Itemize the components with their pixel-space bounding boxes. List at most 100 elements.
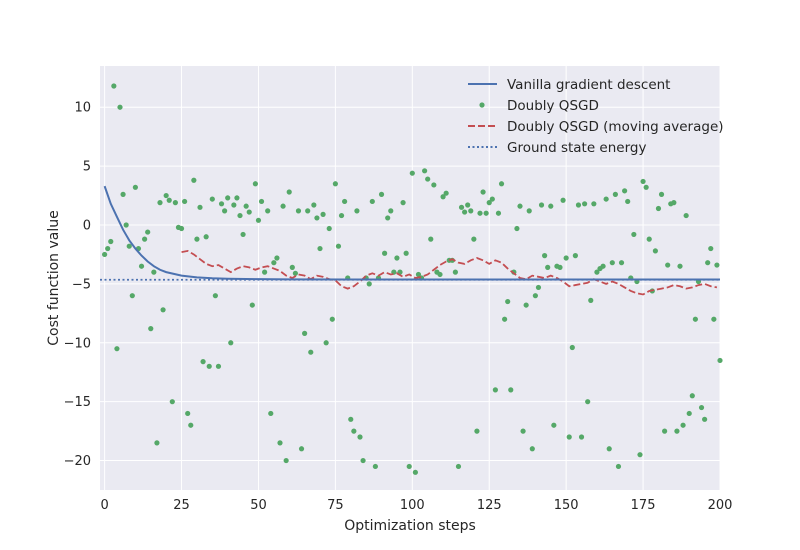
qsgd-point — [283, 457, 289, 464]
qsgd-point — [498, 181, 505, 187]
qsgd-point — [662, 428, 668, 434]
qsgd-point — [440, 194, 446, 200]
legend-item-qsgd: Doubly QSGD — [479, 98, 599, 114]
qsgd-point — [705, 260, 711, 266]
qsgd-point — [425, 176, 431, 182]
qsgd-point — [314, 215, 320, 221]
y-tick-label: 10 — [74, 101, 91, 116]
qsgd-point — [151, 269, 157, 275]
qsgd-point — [102, 251, 108, 258]
qsgd-point — [538, 202, 545, 208]
y-tick-label: 5 — [83, 160, 91, 175]
qsgd-point — [218, 201, 225, 207]
qsgd-point — [412, 469, 418, 475]
qsgd-point — [591, 201, 597, 207]
qsgd-point — [132, 184, 138, 190]
qsgd-point — [394, 255, 400, 261]
qsgd-point — [683, 212, 689, 219]
qsgd-point — [643, 184, 649, 190]
legend-label-moving-average: Doubly QSGD (moving average) — [507, 119, 724, 135]
y-tick-label: −5 — [72, 277, 91, 292]
qsgd-point — [671, 200, 677, 206]
qsgd-point — [154, 440, 160, 446]
qsgd-point — [215, 363, 222, 369]
qsgd-point — [258, 198, 265, 205]
qsgd-point — [378, 191, 385, 197]
qsgd-point — [252, 181, 258, 187]
legend-label-vanilla: Vanilla gradient descent — [507, 77, 670, 93]
qsgd-point — [225, 195, 231, 201]
x-tick-label: 125 — [477, 498, 502, 513]
qsgd-point — [194, 236, 200, 242]
qsgd-point — [477, 210, 483, 216]
qsgd-point — [658, 191, 665, 197]
qsgd-point — [431, 182, 437, 188]
qsgd-point — [471, 236, 477, 242]
qsgd-point — [674, 428, 680, 434]
qsgd-point — [280, 203, 286, 209]
qsgd-point — [172, 200, 178, 206]
qsgd-point — [295, 208, 302, 214]
qsgd-point — [292, 270, 298, 276]
qsgd-point — [335, 243, 342, 249]
x-tick-labels: 0 25 50 75 100 125 150 175 200 — [100, 498, 732, 513]
qsgd-point — [138, 263, 145, 269]
legend-item-ground: Ground state energy — [468, 140, 646, 156]
qsgd-point — [640, 178, 646, 185]
qsgd-point — [532, 293, 538, 299]
qsgd-point — [178, 225, 185, 232]
qsgd-point — [618, 260, 625, 266]
qsgd-point — [495, 210, 502, 216]
qsgd-point — [243, 203, 249, 209]
qsgd-point — [271, 260, 277, 266]
qsgd-point — [717, 357, 723, 364]
qsgd-point — [480, 189, 486, 195]
qsgd-point — [646, 236, 652, 242]
qsgd-point — [191, 177, 197, 183]
legend-item-vanilla: Vanilla gradient descent — [468, 77, 670, 93]
x-tick-label: 50 — [250, 498, 267, 513]
qsgd-point — [489, 196, 495, 202]
qsgd-point — [582, 201, 588, 207]
qsgd-point — [585, 399, 591, 405]
qsgd-point — [329, 316, 335, 322]
qsgd-point — [702, 416, 708, 422]
qsgd-point — [529, 446, 535, 452]
qsgd-point — [486, 200, 492, 206]
legend-item-moving-average: Doubly QSGD (moving average) — [468, 119, 724, 135]
qsgd-point — [652, 248, 658, 254]
qsgd-point — [142, 236, 148, 242]
qsgd-point — [428, 236, 434, 242]
qsgd-point — [458, 204, 465, 210]
qsgd-point — [612, 191, 618, 197]
qsgd-point — [689, 393, 695, 399]
qsgd-point — [409, 170, 415, 176]
qsgd-point — [169, 399, 175, 405]
qsgd-point — [265, 208, 271, 214]
y-tick-label: −10 — [64, 336, 91, 351]
qsgd-point — [246, 209, 252, 215]
qsgd-point — [545, 264, 551, 270]
qsgd-point — [262, 269, 268, 275]
x-tick-label: 150 — [554, 498, 579, 513]
qsgd-point — [222, 208, 228, 214]
qsgd-point — [483, 210, 489, 216]
series-moving-average — [181, 249, 718, 296]
qsgd-point — [231, 202, 237, 208]
qsgd-point — [415, 271, 422, 278]
qsgd-point — [385, 215, 391, 221]
qsgd-point — [609, 260, 615, 266]
qsgd-point — [286, 189, 292, 195]
qsgd-point — [677, 263, 683, 269]
qsgd-point — [160, 307, 166, 313]
qsgd-point — [323, 340, 329, 346]
qsgd-point — [468, 208, 474, 214]
qsgd-point — [406, 463, 412, 470]
qsgd-point — [166, 197, 172, 203]
qsgd-point — [403, 250, 409, 256]
qsgd-point — [289, 264, 295, 270]
qsgd-point — [708, 245, 714, 252]
qsgd-point — [111, 83, 117, 89]
qsgd-point — [400, 200, 406, 206]
